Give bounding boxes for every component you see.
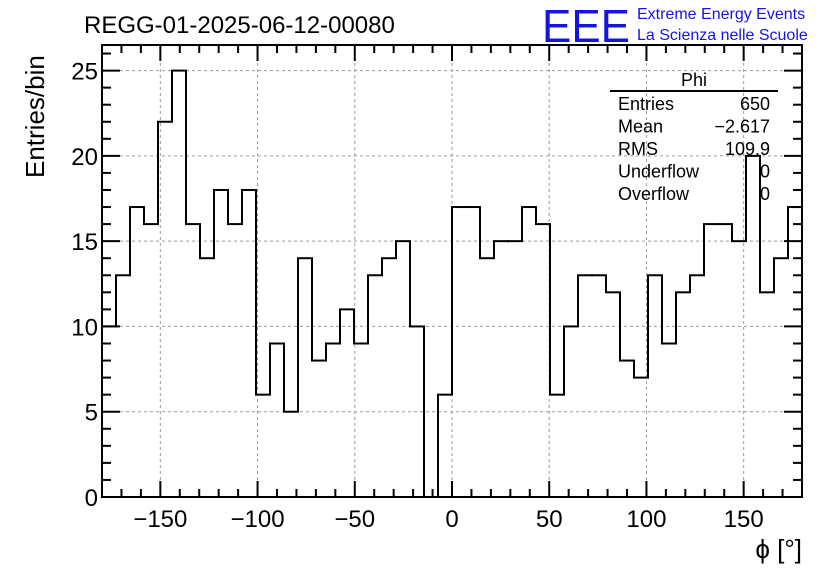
x-tick-label: 0 [445,506,458,533]
x-tick-label: −150 [133,506,187,533]
stats-row-label: RMS [618,139,658,159]
y-tick-label: 20 [71,144,98,171]
y-axis-label: Entries/bin [20,55,50,178]
stats-row-value: 0 [760,162,770,182]
x-tick-label: −50 [334,506,375,533]
x-tick-label: 100 [626,506,666,533]
y-tick-label: 15 [71,229,98,256]
logo-line-1: Extreme Energy Events [637,6,805,23]
y-tick-labels: 0 5 10 15 20 25 [71,59,98,512]
chart-title: REGG-01-2025-06-12-00080 [84,12,395,39]
stats-row-value: 650 [740,94,770,114]
histogram-outline [101,69,803,498]
stats-row-value: 109.9 [725,139,770,159]
plot-frame [101,44,803,498]
stats-row-label: Entries [618,94,674,114]
stats-row-label: Underflow [618,162,700,182]
x-tick-label: −100 [231,506,285,533]
y-tick-label: 25 [71,59,98,86]
stats-box: Phi Entries 650 Mean −2.617 RMS 109.9 Underflo… [610,70,778,204]
x-tick-label: 50 [536,506,563,533]
stats-row-value: 0 [760,184,770,204]
eee-logo: EEE Extreme Energy Events La Scienza nel… [542,0,808,52]
stats-row-label: Overflow [618,184,690,204]
stats-row-value: −2.617 [714,117,770,137]
x-axis-label: ϕ [°] [755,534,802,564]
x-tick-label: 150 [724,506,764,533]
y-tick-label: 10 [71,314,98,341]
stats-row-label: Mean [618,117,663,137]
axis-ticks [102,45,802,497]
y-tick-label: 0 [85,485,98,512]
logo-line-2: La Scienza nelle Scuole [637,27,808,44]
x-tick-labels: −150 −100 −50 0 50 100 150 [133,506,763,533]
eee-logo-letters: EEE [542,0,630,52]
stats-title: Phi [681,70,707,90]
y-tick-label: 5 [85,400,98,427]
